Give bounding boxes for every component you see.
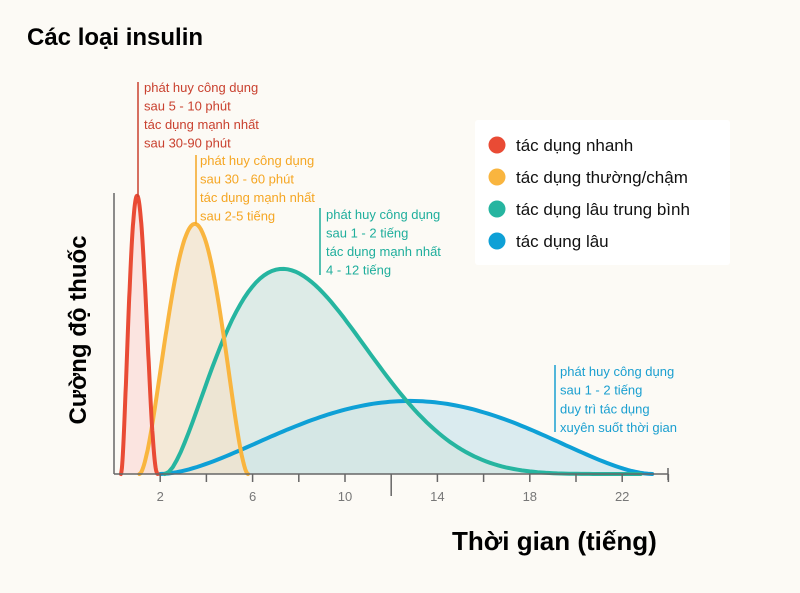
axes: 2 6 10 14 18 22	[113, 193, 670, 504]
annotations: phát huy công dụng sau 5 - 10 phút tác dụn…	[137, 80, 677, 435]
legend: tác dụng nhanh tác dụng thường/chậm tác dụ…	[475, 120, 730, 265]
annotation-text: tác dụng mạnh nhất	[326, 244, 441, 259]
area-fill-1	[139, 223, 248, 474]
legend-swatch-0	[488, 136, 506, 154]
x-tick-label: 10	[338, 489, 352, 504]
annotation-text: sau 1 - 2 tiếng	[560, 383, 642, 398]
legend-label-0: tác dụng nhanh	[516, 136, 633, 155]
chart-title: Các loại insulin	[27, 24, 203, 51]
annotation-text: phát huy công dụng	[560, 364, 674, 379]
annotation-text: phát huy công dụng	[144, 80, 258, 95]
annotation-text: tác dụng mạnh nhất	[200, 190, 315, 205]
x-axis-label: Thời gian (tiếng)	[452, 526, 657, 556]
x-tick-label: 18	[523, 489, 537, 504]
annotation-text: xuyên suốt thời gian	[560, 420, 677, 435]
area-fill-0	[120, 195, 158, 474]
annotation-text: sau 30 - 60 phút	[200, 172, 294, 187]
annotation-text: 4 - 12 tiếng	[326, 263, 391, 278]
annotation-text: phát huy công dụng	[200, 153, 314, 168]
annotation-text: phát huy công dụng	[326, 207, 440, 222]
area-fills	[120, 195, 653, 474]
annotation-text: tác dụng mạnh nhất	[144, 117, 259, 132]
annotation-text: sau 30-90 phút	[144, 136, 231, 151]
series-line-1	[137, 221, 250, 476]
x-tick-label: 6	[249, 489, 256, 504]
legend-swatch-1	[488, 168, 506, 186]
legend-label-2: tác dụng lâu trung bình	[516, 200, 690, 219]
annotation-text: sau 2-5 tiếng	[200, 209, 275, 224]
legend-label-1: tác dụng thường/chậm	[516, 168, 688, 187]
legend-swatch-3	[488, 232, 506, 250]
x-tick-label: 14	[430, 489, 444, 504]
legend-swatch-2	[488, 200, 506, 218]
area-fill-2	[164, 268, 641, 474]
x-tick-label: 2	[157, 489, 164, 504]
annotation-text: sau 1 - 2 tiếng	[326, 226, 408, 241]
annotation-text: sau 5 - 10 phút	[144, 99, 231, 114]
annotation-text: duy trì tác dụng	[560, 401, 650, 416]
x-tick-label: 22	[615, 489, 629, 504]
series-line-0	[118, 193, 160, 476]
legend-box	[475, 120, 730, 265]
y-axis-label: Cường độ thuốc	[65, 235, 92, 424]
legend-label-3: tác dụng lâu	[516, 232, 609, 251]
